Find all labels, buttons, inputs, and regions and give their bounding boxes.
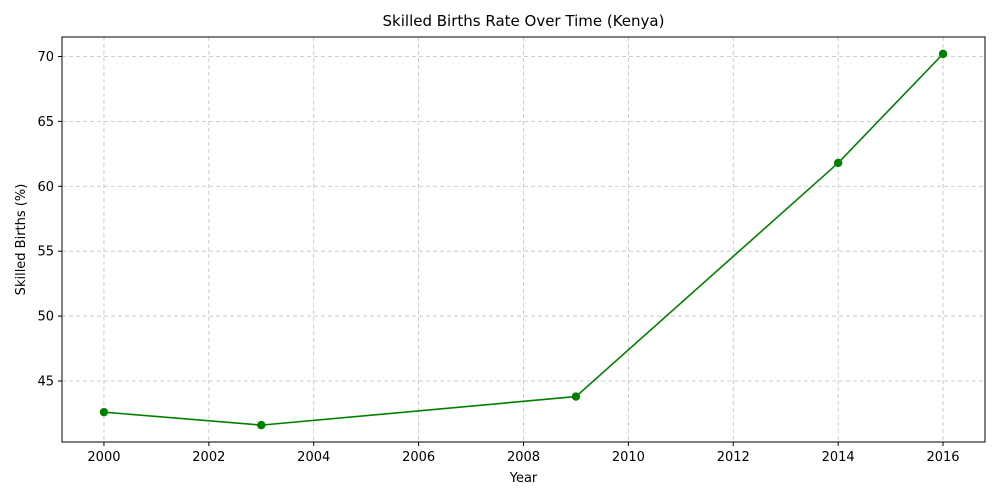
x-tick-label: 2008 [507, 450, 540, 465]
data-point [833, 158, 843, 168]
y-tick-label: 55 [37, 245, 54, 260]
data-point [571, 392, 581, 401]
y-tick-label: 50 [37, 310, 54, 325]
grid [62, 37, 985, 442]
y-axis-ticks: 45 50 55 60 65 70 [37, 50, 62, 389]
x-axis-ticks: 2000 2002 2004 2006 2008 2010 2012 2014 2016 [87, 442, 960, 465]
x-tick-label: 2004 [297, 450, 330, 465]
x-tick-label: 2014 [822, 450, 855, 465]
x-tick-label: 2010 [612, 450, 645, 465]
x-tick-label: 2016 [926, 450, 959, 465]
y-tick-label: 45 [37, 374, 54, 389]
y-tick-label: 65 [37, 115, 54, 130]
y-tick-label: 60 [37, 180, 54, 195]
x-tick-label: 2012 [717, 450, 750, 465]
series-markers [99, 49, 948, 430]
x-tick-label: 2006 [402, 450, 435, 465]
data-point [938, 49, 948, 59]
data-point [257, 420, 266, 430]
y-tick-label: 70 [37, 50, 54, 65]
x-axis-label: Year [509, 471, 538, 486]
x-tick-label: 2000 [87, 450, 120, 465]
chart-title: Skilled Births Rate Over Time (Kenya) [383, 12, 665, 30]
y-axis-label: Skilled Births (%) [14, 184, 29, 296]
x-tick-label: 2002 [192, 450, 225, 465]
data-point [99, 407, 109, 417]
